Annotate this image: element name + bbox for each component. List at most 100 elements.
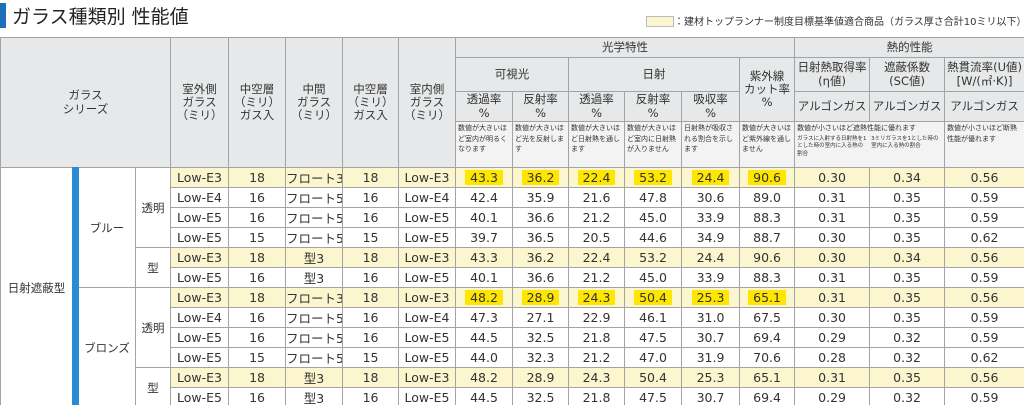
data-cell: 46.1 xyxy=(624,307,683,328)
data-cell: 0.28 xyxy=(794,347,871,368)
data-cell: 16 xyxy=(228,187,287,208)
data-cell: フロート5 xyxy=(285,347,344,368)
data-cell: Low-E5 xyxy=(398,227,457,248)
data-cell: 18 xyxy=(228,167,287,188)
note-text: 数値が小さいほど遮熱性能に優れます xyxy=(797,124,917,132)
data-cell: Low-E3 xyxy=(170,247,230,268)
data-cell: 53.2 xyxy=(624,247,683,268)
data-cell: 18 xyxy=(342,367,400,388)
data-cell: 21.8 xyxy=(568,387,626,405)
data-cell: 90.6 xyxy=(739,167,796,188)
header-cell: 室外側 ガラス （ミリ） xyxy=(170,37,230,168)
data-cell: フロート5 xyxy=(285,327,344,348)
data-cell: 88.3 xyxy=(739,267,796,288)
data-cell: 43.3 xyxy=(455,167,514,188)
note-cell: 数値が大きいほど光を反射します xyxy=(512,121,570,168)
data-cell: Low-E4 xyxy=(398,307,457,328)
data-cell: 34.9 xyxy=(681,227,741,248)
data-cell: 47.5 xyxy=(624,387,683,405)
header-cell: 熱貫流率(U値) [W/(㎡·K)] xyxy=(944,57,1024,92)
data-cell: 0.34 xyxy=(869,167,946,188)
header-cell: アルゴンガス xyxy=(869,91,946,122)
data-cell: 0.59 xyxy=(944,307,1024,328)
data-cell: 22.9 xyxy=(568,307,626,328)
data-cell: 50.4 xyxy=(624,367,683,388)
note-cell: 数値が大きいほど日射熱を通します xyxy=(568,121,626,168)
data-cell: 48.2 xyxy=(455,367,514,388)
data-cell: 67.5 xyxy=(739,307,796,328)
data-cell: Low-E5 xyxy=(398,327,457,348)
data-cell: 25.3 xyxy=(681,287,741,308)
data-cell: 0.56 xyxy=(944,367,1024,388)
header-cell: アルゴンガス xyxy=(794,91,871,122)
data-cell: 16 xyxy=(228,387,287,405)
title-bar xyxy=(0,3,6,28)
data-cell: 16 xyxy=(342,327,400,348)
data-cell: フロート5 xyxy=(285,307,344,328)
table-row: Low-E5 16 型3 16 Low-E5 40.1 36.6 21.2 45.0 33.9 88… xyxy=(1,267,1024,288)
data-cell: 32.5 xyxy=(512,327,570,348)
marked-value: 53.2 xyxy=(634,170,672,185)
sub-note: 3ミリガラスを1とした時の室内に入る熱の割合 xyxy=(871,135,939,150)
marked-value: 43.3 xyxy=(465,170,503,185)
data-cell: Low-E3 xyxy=(398,167,457,188)
header-cell: 遮蔽係数 (SC値) xyxy=(869,57,946,92)
data-cell: 0.32 xyxy=(869,327,946,348)
color-label: ブロンズ xyxy=(72,287,136,405)
marked-value: 28.9 xyxy=(521,290,560,305)
data-cell: 0.32 xyxy=(869,387,946,405)
header-cell: ガラス シリーズ xyxy=(0,37,172,168)
data-cell: 36.2 xyxy=(512,167,570,188)
data-cell: 30.6 xyxy=(681,187,741,208)
data-cell: Low-E3 xyxy=(398,287,457,308)
table-row: ブロンズ 透明 Low-E3 18 フロート3 18 Low-E3 48.2 28.9 24.3 5… xyxy=(1,287,1024,405)
data-cell: フロート3 xyxy=(285,287,344,308)
data-cell: 33.9 xyxy=(681,267,741,288)
kind-label: 型 xyxy=(134,247,172,288)
header-cell: 中間 ガラス （ミリ） xyxy=(285,37,344,168)
data-cell: 18 xyxy=(228,287,287,308)
data-cell: 36.5 xyxy=(512,227,570,248)
data-cell: 47.5 xyxy=(624,327,683,348)
data-cell: 53.2 xyxy=(624,167,683,188)
data-cell: フロート3 xyxy=(285,167,344,188)
data-cell: Low-E3 xyxy=(170,287,230,308)
data-cell: 0.59 xyxy=(944,187,1024,208)
marked-value: 50.4 xyxy=(634,290,672,305)
note-cell: 数値が大きいほど紫外線を通しません xyxy=(739,121,796,168)
data-cell: フロート5 xyxy=(285,187,344,208)
data-cell: 15 xyxy=(342,347,400,368)
data-cell: 40.1 xyxy=(455,267,514,288)
data-cell: Low-E5 xyxy=(170,347,230,368)
data-cell: 90.6 xyxy=(739,247,796,268)
legend-text: ：建材トップランナー制度目標基準値適合商品（ガラス厚さ合計10ミリ以下） xyxy=(674,17,1024,28)
data-cell: 16 xyxy=(228,267,287,288)
data-cell: 0.56 xyxy=(944,287,1024,308)
data-cell: 18 xyxy=(342,247,400,268)
data-cell: 18 xyxy=(228,247,287,268)
data-cell: 16 xyxy=(228,307,287,328)
data-cell: 0.34 xyxy=(869,247,946,268)
note-cell: 数値が小さいほど遮熱性能に優れます ガラスに入射する日射熱を1とした時の室内に入… xyxy=(794,121,946,168)
data-cell: 18 xyxy=(342,167,400,188)
data-cell: 21.8 xyxy=(568,327,626,348)
header-cell: 日射熱取得率 (η値) xyxy=(794,57,871,92)
data-cell: 21.2 xyxy=(568,207,626,228)
data-cell: フロート5 xyxy=(285,227,344,248)
data-cell: 30.7 xyxy=(681,327,741,348)
data-cell: 47.8 xyxy=(624,187,683,208)
data-cell: 65.1 xyxy=(739,287,796,308)
data-cell: 31.0 xyxy=(681,307,741,328)
data-cell: Low-E5 xyxy=(170,227,230,248)
data-cell: 43.3 xyxy=(455,247,514,268)
data-cell: 36.6 xyxy=(512,207,570,228)
data-cell: 0.35 xyxy=(869,207,946,228)
data-cell: フロート5 xyxy=(285,207,344,228)
data-cell: 16 xyxy=(342,387,400,405)
kind-label: 型 xyxy=(134,367,172,405)
data-cell: 20.5 xyxy=(568,227,626,248)
marked-value: 24.3 xyxy=(577,290,616,305)
header-cell: アルゴンガス xyxy=(944,91,1024,122)
data-cell: 44.6 xyxy=(624,227,683,248)
